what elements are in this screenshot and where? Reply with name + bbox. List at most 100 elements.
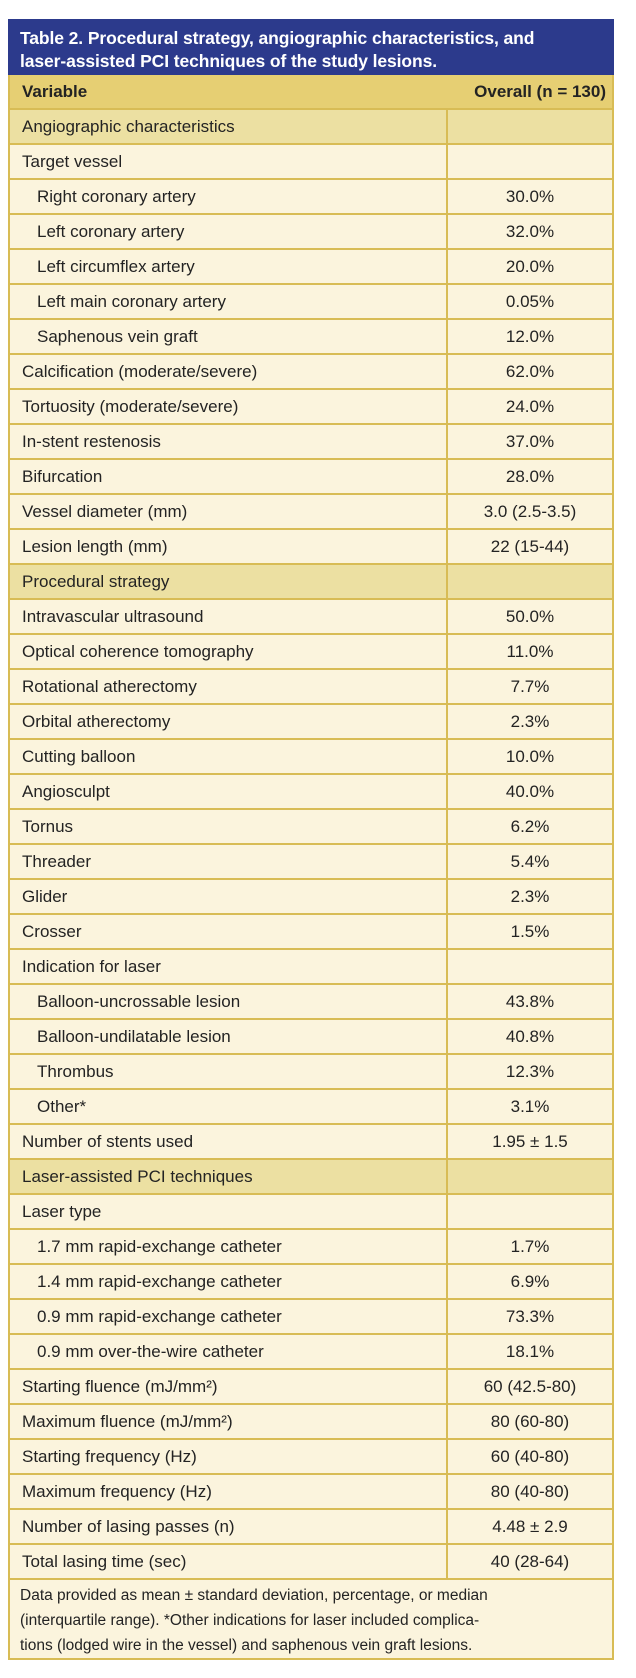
table-row: Maximum frequency (Hz) 80 (40-80): [10, 1475, 612, 1510]
row-label: Other*: [10, 1090, 448, 1123]
row-value: 11.0%: [506, 641, 554, 661]
column-header-overall: Overall (n = 130): [474, 81, 606, 101]
table-row: Total lasing time (sec) 40 (28-64): [10, 1545, 612, 1580]
row-value: 4.48 ± 2.9: [492, 1516, 568, 1536]
table-row: Intravascular ultrasound 50.0%: [10, 600, 612, 635]
table-row: Other* 3.1%: [10, 1090, 612, 1125]
row-value: 62.0%: [505, 361, 555, 381]
row-value: [448, 565, 612, 598]
row-value: [448, 145, 612, 178]
table-row: Bifurcation 28.0%: [10, 460, 612, 495]
row-value: 10.0%: [505, 746, 555, 766]
table-row: Saphenous vein graft 12.0%: [10, 320, 612, 355]
row-value: 3.1%: [510, 1096, 550, 1116]
table-row: Target vessel: [10, 145, 612, 180]
row-value: 6.9%: [510, 1271, 550, 1291]
row-label: Saphenous vein graft: [10, 320, 448, 353]
table-row: Glider 2.3%: [10, 880, 612, 915]
row-value: 32.0%: [505, 221, 555, 241]
row-value: [448, 950, 612, 983]
table-row: Laser type: [10, 1195, 612, 1230]
table-row: Crosser 1.5%: [10, 915, 612, 950]
row-label: Balloon-undilatable lesion: [10, 1020, 448, 1053]
row-label: Left circumflex artery: [10, 250, 448, 283]
table-row: Lesion length (mm) 22 (15-44): [10, 530, 612, 565]
row-value: 2.3%: [510, 711, 550, 731]
row-label: Number of stents used: [10, 1125, 448, 1158]
row-value: 1.95 ± 1.5: [492, 1131, 568, 1151]
row-label: Number of lasing passes (n): [10, 1510, 448, 1543]
table-row: Starting fluence (mJ/mm²) 60 (42.5-80): [10, 1370, 612, 1405]
row-value: 24.0%: [505, 396, 555, 416]
row-value: 30.0%: [505, 186, 555, 206]
row-label: Vessel diameter (mm): [10, 495, 448, 528]
column-header-variable: Variable: [22, 81, 88, 101]
table-row: Tornus 6.2%: [10, 810, 612, 845]
row-label: Bifurcation: [10, 460, 448, 493]
table-row: Left circumflex artery 20.0%: [10, 250, 612, 285]
row-value: 7.7%: [510, 676, 550, 696]
row-label: Lesion length (mm): [10, 530, 448, 563]
table-row: Right coronary artery 30.0%: [10, 180, 612, 215]
row-value: 80 (40-80): [490, 1481, 570, 1501]
table-row: Angiographic characteristics: [10, 110, 612, 145]
table-row: Left main coronary artery 0.05%: [10, 285, 612, 320]
table-row: 1.4 mm rapid-exchange catheter 6.9%: [10, 1265, 612, 1300]
table-row: Cutting balloon 10.0%: [10, 740, 612, 775]
table-footnote: Data provided as mean ± standard deviati…: [10, 1580, 612, 1658]
column-header-row: Variable Overall (n = 130): [10, 75, 612, 110]
footnote-line-3: tions (lodged wire in the vessel) and sa…: [20, 1637, 473, 1654]
row-label: Procedural strategy: [10, 565, 448, 598]
row-value: [448, 110, 612, 143]
row-label: Indication for laser: [10, 950, 448, 983]
row-label: Total lasing time (sec): [10, 1545, 448, 1578]
row-label: 1.4 mm rapid-exchange catheter: [10, 1265, 448, 1298]
table-grid: Variable Overall (n = 130) Angiographic …: [8, 75, 614, 1660]
row-value: 60 (42.5-80): [483, 1376, 577, 1396]
row-label: Left coronary artery: [10, 215, 448, 248]
table-row: Threader 5.4%: [10, 845, 612, 880]
table-row: Angiosculpt 40.0%: [10, 775, 612, 810]
table-row: Calcification (moderate/severe) 62.0%: [10, 355, 612, 390]
row-label: 0.9 mm rapid-exchange catheter: [10, 1300, 448, 1333]
row-value: 40.8%: [505, 1026, 555, 1046]
table-row: In-stent restenosis 37.0%: [10, 425, 612, 460]
row-value: 6.2%: [510, 816, 550, 836]
row-label: Intravascular ultrasound: [10, 600, 448, 633]
table-title-line-1: Table 2. Procedural strategy, angiograph…: [20, 27, 535, 48]
row-label: Tortuosity (moderate/severe): [10, 390, 448, 423]
row-value: 40 (28-64): [490, 1551, 570, 1571]
row-value: 2.3%: [510, 886, 550, 906]
row-label: Laser-assisted PCI techniques: [10, 1160, 448, 1193]
table-row: Number of lasing passes (n) 4.48 ± 2.9: [10, 1510, 612, 1545]
row-label: Tornus: [10, 810, 448, 843]
row-value: 1.5%: [510, 921, 550, 941]
study-lesions-table: Table 2. Procedural strategy, angiograph…: [8, 19, 614, 1660]
footnote-line-2: (interquartile range). *Other indication…: [20, 1612, 480, 1629]
row-label: 1.7 mm rapid-exchange catheter: [10, 1230, 448, 1263]
table-row: Balloon-uncrossable lesion 43.8%: [10, 985, 612, 1020]
row-label: Right coronary artery: [10, 180, 448, 213]
row-value: 22 (15-44): [490, 536, 570, 556]
row-value: 60 (40-80): [490, 1446, 570, 1466]
row-value: 0.05%: [505, 291, 555, 311]
row-label: Target vessel: [10, 145, 448, 178]
table-row: Starting frequency (Hz) 60 (40-80): [10, 1440, 612, 1475]
row-label: Angiographic characteristics: [10, 110, 448, 143]
table-row: 0.9 mm rapid-exchange catheter 73.3%: [10, 1300, 612, 1335]
row-label: Rotational atherectomy: [10, 670, 448, 703]
row-value: [448, 1195, 612, 1228]
row-value: 80 (60-80): [490, 1411, 570, 1431]
row-value: 37.0%: [505, 431, 555, 451]
row-value: [448, 1160, 612, 1193]
row-label: Threader: [10, 845, 448, 878]
row-label: Thrombus: [10, 1055, 448, 1088]
row-label: Starting fluence (mJ/mm²): [10, 1370, 448, 1403]
row-label: Laser type: [10, 1195, 448, 1228]
table-row: Maximum fluence (mJ/mm²) 80 (60-80): [10, 1405, 612, 1440]
row-value: 12.0%: [505, 326, 555, 346]
row-label: In-stent restenosis: [10, 425, 448, 458]
row-value: 73.3%: [505, 1306, 555, 1326]
row-label: Cutting balloon: [10, 740, 448, 773]
